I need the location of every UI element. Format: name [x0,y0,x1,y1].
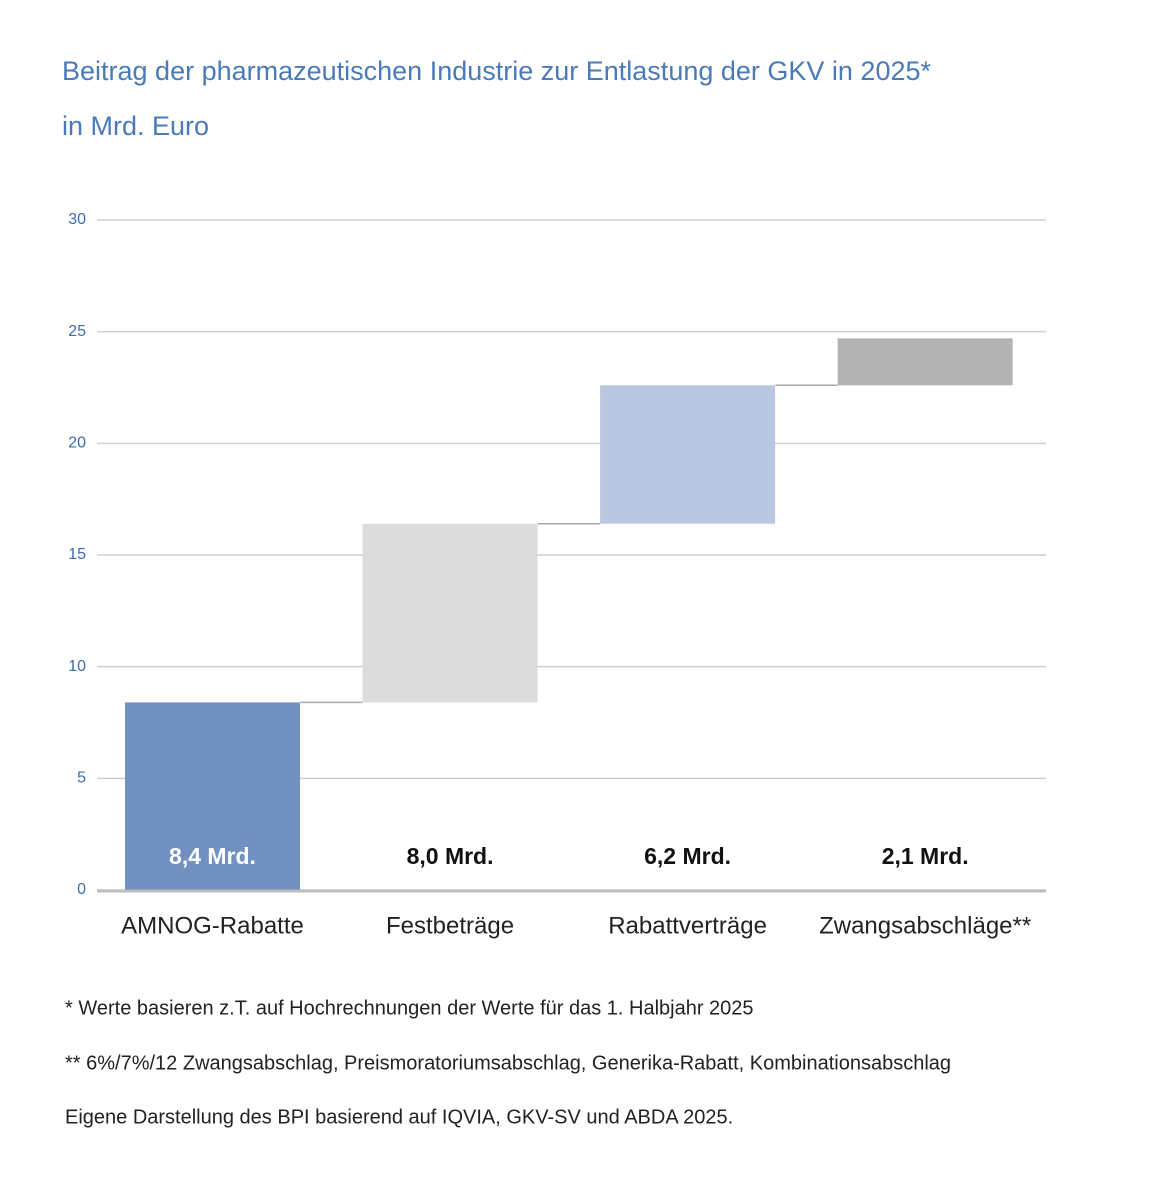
y-tick-label: 15 [68,546,86,563]
value-label: 6,2 Mrd. [644,843,731,869]
bar [600,385,776,524]
y-tick-label: 25 [68,323,86,340]
value-label: 2,1 Mrd. [882,843,969,869]
footnote: * Werte basieren z.T. auf Hochrechnungen… [65,997,754,1019]
y-tick-label: 5 [77,770,86,787]
y-tick-label: 20 [68,435,86,452]
chart-subtitle: in Mrd. Euro [62,111,209,141]
x-tick-label: AMNOG-Rabatte [121,912,304,939]
x-tick-label: Festbeträge [386,912,514,939]
chart-title: Beitrag der pharmazeutischen Industrie z… [62,56,931,86]
bar [362,523,538,703]
y-tick-label: 10 [68,658,86,675]
y-tick-label: 0 [77,881,86,898]
bar [837,338,1013,386]
value-label: 8,4 Mrd. [169,843,256,869]
x-tick-label: Rabattverträge [608,912,767,939]
footnote: ** 6%/7%/12 Zwangsabschlag, Preismorator… [65,1052,951,1074]
value-label: 8,0 Mrd. [407,843,494,869]
bar [125,702,300,890]
y-tick-label: 30 [68,211,86,228]
footnote: Eigene Darstellung des BPI basierend auf… [65,1106,733,1128]
x-tick-label: Zwangsabschläge** [819,912,1031,939]
